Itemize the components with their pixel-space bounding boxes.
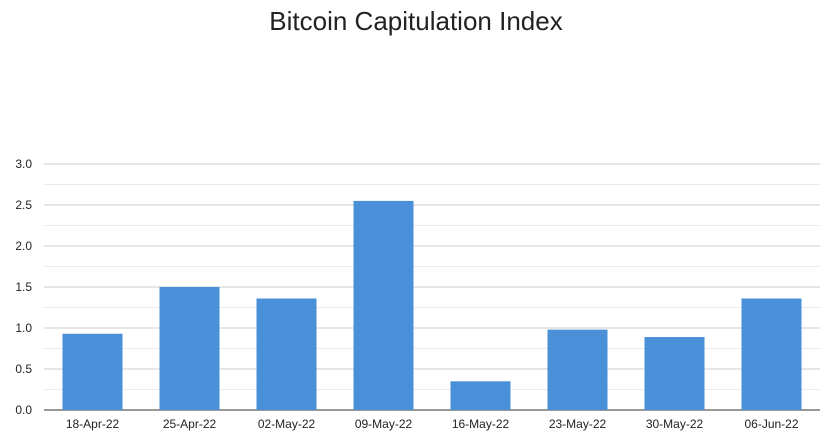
y-axis: 0.0 0.5 1.0 1.5 2.0 2.5 3.0 [15,157,32,417]
bar [353,200,414,410]
x-tick-label: 06-Jun-22 [744,417,798,431]
y-tick-label: 3.0 [15,157,32,171]
y-tick-label: 2.0 [15,239,32,253]
x-tick-label: 18-Apr-22 [66,417,120,431]
bar [62,333,123,410]
x-axis: 18-Apr-22 25-Apr-22 02-May-22 09-May-22 16-M… [66,417,799,431]
bar [644,337,705,410]
chart-title: Bitcoin Capitulation Index [269,6,563,36]
bar [741,298,802,410]
bar [450,381,511,410]
x-tick-label: 30-May-22 [646,417,704,431]
y-tick-label: 1.5 [15,280,32,294]
y-tick-label: 1.0 [15,321,32,335]
x-tick-label: 02-May-22 [258,417,316,431]
bar [547,329,608,410]
x-tick-label: 23-May-22 [549,417,607,431]
x-tick-label: 25-Apr-22 [163,417,217,431]
bars [62,200,802,410]
bar [159,287,220,410]
bar [256,298,317,410]
x-tick-label: 16-May-22 [452,417,510,431]
y-tick-label: 2.5 [15,198,32,212]
x-tick-label: 09-May-22 [355,417,413,431]
y-tick-label: 0.5 [15,362,32,376]
y-tick-label: 0.0 [15,403,32,417]
